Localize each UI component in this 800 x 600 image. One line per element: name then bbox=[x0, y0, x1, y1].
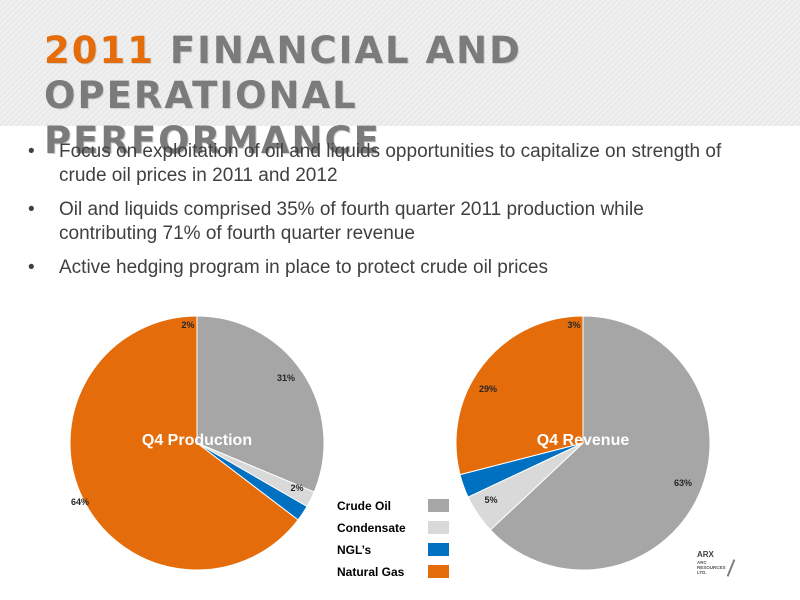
bullet-item: • Active hedging program in place to pro… bbox=[28, 256, 768, 280]
bullet-marker: • bbox=[28, 141, 35, 162]
bullet-item: • Oil and liquids comprised 35% of fourt… bbox=[28, 198, 768, 246]
production-label-natural-gas: 64% bbox=[71, 497, 89, 507]
pie-charts: 31% 2% 2% 64% 63% 5% 3% 29% Q4 Production Q4 R… bbox=[69, 315, 711, 579]
revenue-chart-title: Q4 Revenue bbox=[537, 432, 630, 449]
bullet-text: crude oil prices in 2011 and 2012 bbox=[59, 165, 338, 186]
slide-title: 2011 FINANCIAL AND OPERATIONAL PERFORMAN… bbox=[44, 28, 800, 163]
production-label-condensate: 2% bbox=[290, 483, 303, 493]
legend-swatch-crude-oil bbox=[428, 499, 449, 512]
legend-swatch-natural-gas bbox=[428, 565, 449, 578]
logo-sub-line: LTD. bbox=[697, 570, 707, 575]
bullet-marker: • bbox=[28, 257, 35, 278]
production-label-crude-oil: 31% bbox=[277, 373, 295, 383]
legend-swatch-condensate bbox=[428, 521, 449, 534]
bullet-item: • Focus on exploitation of oil and liqui… bbox=[28, 140, 768, 188]
revenue-pie-chart: 63% 5% 3% 29% bbox=[455, 315, 711, 571]
revenue-label-natural-gas: 29% bbox=[479, 384, 497, 394]
arx-logo: ARX ARC RESOURCES LTD. bbox=[697, 551, 743, 581]
production-pie-chart: 31% 2% 2% 64% bbox=[69, 315, 325, 571]
bullet-text: Active hedging program in place to prote… bbox=[59, 257, 548, 278]
bullet-text: Focus on exploitation of oil and liquids… bbox=[59, 141, 722, 162]
title-line2: PERFORMANCE bbox=[44, 119, 381, 162]
revenue-label-ngl: 3% bbox=[567, 320, 580, 330]
legend-label-crude-oil: Crude Oil bbox=[337, 499, 391, 513]
revenue-slice-natural-gas bbox=[455, 315, 584, 476]
production-slice-crude-oil bbox=[196, 315, 325, 493]
title-rest: FINANCIAL AND OPERATIONAL bbox=[44, 29, 522, 117]
title-year: 2011 bbox=[44, 29, 155, 72]
title-banner: 2011 FINANCIAL AND OPERATIONAL PERFORMAN… bbox=[0, 0, 800, 162]
logo-brand: ARX bbox=[697, 550, 714, 559]
revenue-label-crude-oil: 63% bbox=[674, 478, 692, 488]
legend-label-condensate: Condensate bbox=[337, 521, 406, 535]
production-slice-natural-gas bbox=[69, 315, 299, 571]
bullet-list: • Focus on exploitation of oil and liqui… bbox=[28, 140, 768, 290]
logo-sub-line: RESOURCES bbox=[697, 565, 726, 570]
bullet-marker: • bbox=[28, 199, 35, 220]
legend-label-ngl: NGL’s bbox=[337, 543, 372, 557]
legend-swatch-ngl bbox=[428, 543, 449, 556]
logo-subtext: ARC RESOURCES LTD. bbox=[697, 560, 743, 575]
bullet-text: contributing 71% of fourth quarter reven… bbox=[59, 223, 415, 244]
legend: Crude Oil Condensate NGL’s Natural Gas bbox=[337, 499, 449, 579]
legend-label-natural-gas: Natural Gas bbox=[337, 565, 405, 579]
revenue-slice-crude-oil bbox=[489, 315, 711, 571]
production-label-ngl: 2% bbox=[181, 320, 194, 330]
logo-sub-line: ARC bbox=[697, 560, 707, 565]
bullet-text: Oil and liquids comprised 35% of fourth … bbox=[59, 199, 644, 220]
production-chart-title: Q4 Production bbox=[142, 432, 252, 449]
revenue-label-condensate: 5% bbox=[484, 495, 497, 505]
